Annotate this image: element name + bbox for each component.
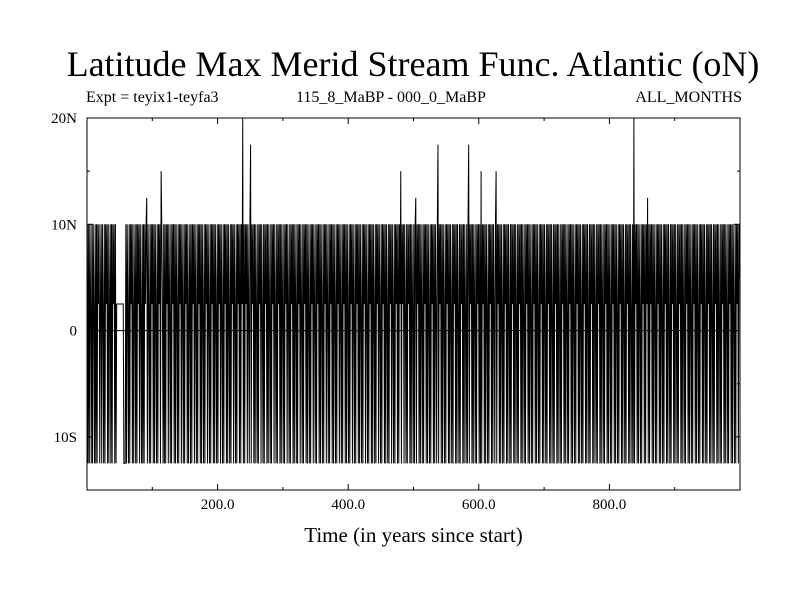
series-line-0 [86, 117, 741, 464]
plot-frame [86, 117, 741, 491]
y-tick-label: 10S [54, 430, 77, 446]
x-axis-label: Time (in years since start) [304, 523, 523, 547]
x-tick-label: 800.0 [593, 497, 627, 513]
experiment-label: Expt = teyix1-teyfa3 [86, 89, 219, 106]
x-tick-label: 400.0 [331, 497, 365, 513]
y-tick-label: 20N [51, 111, 77, 127]
x-tick-label: 200.0 [201, 497, 235, 513]
y-tick-label: 10N [51, 217, 77, 233]
y-tick-label: 0 [70, 324, 78, 340]
period-label: 115_8_MaBP - 000_0_MaBP [296, 89, 486, 106]
series-layer [86, 117, 741, 464]
chart-title: Latitude Max Merid Stream Func. Atlantic… [66, 44, 760, 84]
months-label: ALL_MONTHS [635, 89, 742, 106]
x-tick-label: 600.0 [462, 497, 496, 513]
